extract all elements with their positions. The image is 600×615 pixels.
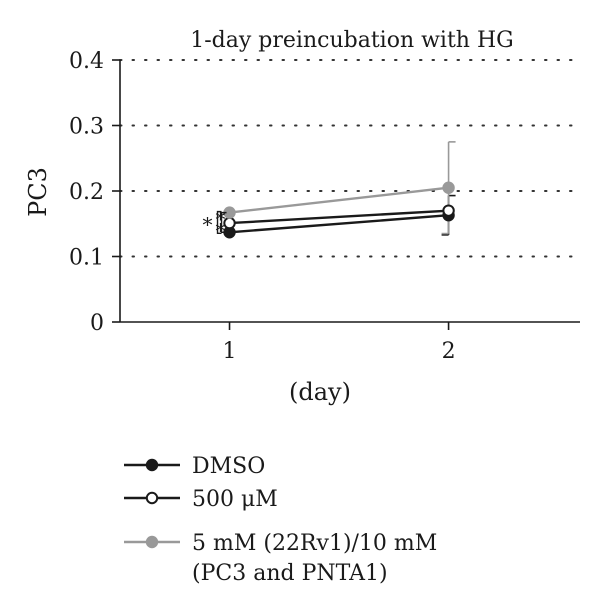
axes <box>119 60 580 323</box>
legend: DMSO 500 μM 5 mM (22Rv1)/10 mM (PC3 and PNT… <box>124 454 437 586</box>
legend-label-line: DMSO <box>192 454 265 479</box>
bracket-inner <box>220 211 227 233</box>
series-line <box>229 214 449 234</box>
legend-label: DMSO <box>192 454 265 479</box>
series-line <box>229 209 449 225</box>
y-ticks: 0 0.1 0.2 0.3 0.4 <box>69 49 120 336</box>
series-group <box>223 141 456 239</box>
significance-star: * <box>203 212 213 236</box>
x-tick-label: 2 <box>442 339 456 364</box>
y-tick-label: 0.1 <box>69 246 104 271</box>
y-tick-label: 0 <box>90 311 104 336</box>
legend-label-line: (PC3 and PNTA1) <box>192 561 388 586</box>
legend-marker <box>145 458 159 472</box>
series-line <box>229 186 449 214</box>
legend-entry: 500 μM <box>124 487 278 512</box>
significance-star: * <box>216 219 226 243</box>
bracket-outer <box>216 210 222 234</box>
y-axis-label: PC3 <box>24 167 52 217</box>
y-tick-label: 0.2 <box>69 180 104 205</box>
legend-label-line: 5 mM (22Rv1)/10 mM <box>192 531 437 556</box>
grid <box>119 59 581 258</box>
significance-annotations: *** <box>203 207 227 243</box>
x-axis-label: (day) <box>289 378 351 406</box>
data-point <box>442 204 455 217</box>
data-point <box>442 181 455 194</box>
data-point <box>223 216 236 230</box>
y-tick-label: 0.3 <box>69 115 104 140</box>
legend-entry: DMSO <box>124 454 265 479</box>
chart-title: 1-day preincubation with HG <box>190 28 513 53</box>
legend-label: 500 μM <box>192 487 278 512</box>
legend-entry: 5 mM (22Rv1)/10 mM (PC3 and PNTA1) <box>124 531 437 586</box>
y-tick-label: 0.4 <box>69 49 104 74</box>
legend-label: 5 mM (22Rv1)/10 mM (PC3 and PNTA1) <box>192 531 437 586</box>
significance-star: * <box>216 207 226 231</box>
legend-label-line: 500 μM <box>192 487 278 512</box>
legend-marker <box>145 491 159 505</box>
legend-marker <box>145 535 159 549</box>
x-tick-label: 1 <box>223 339 237 364</box>
